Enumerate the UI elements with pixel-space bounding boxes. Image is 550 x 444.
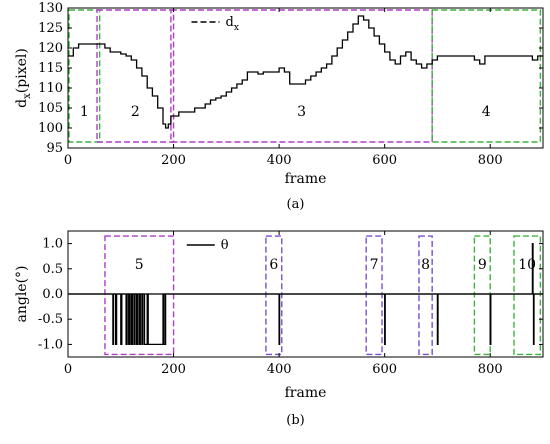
y-tick-label: 125 [38,21,63,36]
y-axis-label: angle(°) [14,265,30,322]
region-box-7 [365,235,383,356]
region-box-8 [418,235,433,356]
legend-label: dx [226,15,239,33]
panel-b: 5 6 7 8 9 10 0 200 400 600 800 -1.0 -0.5 0.0 0.5 1.0 fra… [14,230,544,428]
x-tick-label: 600 [372,153,397,168]
region-label-8: 8 [421,257,430,273]
x-tick-label: 600 [372,362,397,377]
y-axis-label-unit: (pixel) [14,48,30,93]
y-tick-label: 100 [38,121,63,136]
y-tick-label: 110 [38,81,63,96]
region-box-2 [96,9,175,143]
region-box-1 [68,9,101,143]
panel-label: (a) [287,197,305,212]
x-tick-label: 200 [161,153,186,168]
y-tick-label: 0.0 [42,287,63,302]
y-tick-label: 1.0 [42,237,63,252]
y-tick-label: 130 [38,1,63,16]
x-tick-label: 0 [64,153,72,168]
y-axis-label-sub: x [22,93,33,99]
region-label-9: 9 [478,257,487,273]
y-tick-label: -1.0 [38,337,63,352]
legend-label: θ [221,238,229,253]
panel-label: (b) [286,413,304,428]
x-tick-label: 200 [161,362,186,377]
x-axis-label: frame [285,171,327,187]
region-label-6: 6 [269,257,278,273]
x-tick-label: 0 [64,362,72,377]
region-box-3 [170,9,433,143]
legend-label-sub: x [234,23,239,33]
x-tick-label: 400 [267,362,292,377]
y-tick-label: 115 [38,61,63,76]
x-tick-label: 400 [267,153,292,168]
region-box-4 [431,9,542,143]
region-label-4: 4 [482,104,491,120]
x-axis-label: frame [285,385,327,401]
series-line-dx [68,15,543,129]
panel-a: 1 2 3 4 0 200 400 600 800 95 100 105 110 115 120 125 130… [14,1,544,212]
region-label-5: 5 [135,257,144,273]
region-label-7: 7 [370,257,379,273]
region-label-2: 2 [131,104,140,120]
x-tick-label: 800 [478,153,503,168]
region-box-10 [513,235,542,356]
y-axis-label: dx(pixel) [14,48,33,108]
series-line-theta [68,242,543,346]
y-tick-label: -0.5 [38,312,63,327]
region-label-1: 1 [80,104,89,120]
y-tick-label: 120 [38,41,63,56]
x-tick-label: 800 [478,362,503,377]
region-box-5 [104,235,175,356]
region-box-9 [473,235,491,356]
region-label-10: 10 [518,257,536,273]
region-label-3: 3 [297,104,306,120]
plot-frame [67,7,544,149]
y-tick-label: 0.5 [42,262,63,277]
y-tick-label: 105 [38,101,63,116]
y-tick-label: 95 [46,141,63,156]
region-box-6 [265,235,283,356]
